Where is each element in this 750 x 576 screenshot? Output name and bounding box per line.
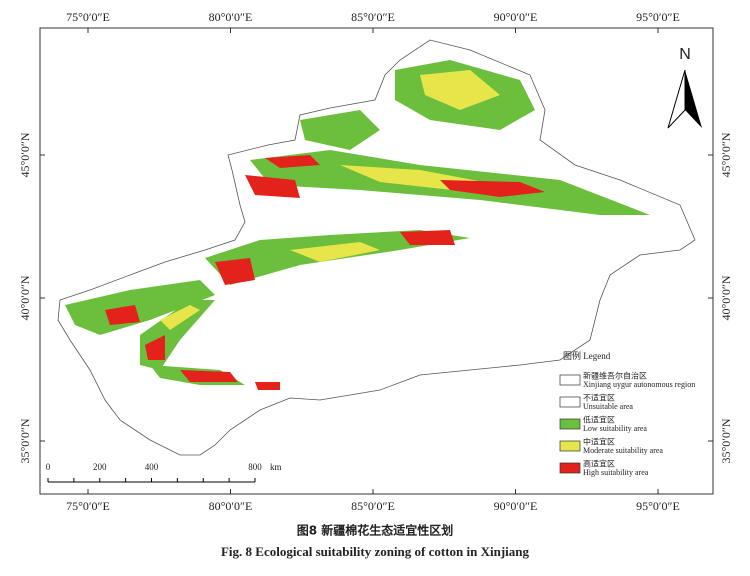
zone-area (105, 305, 140, 325)
legend-label-cn: 新疆维吾尔自治区 (583, 371, 647, 381)
lon-label-top: 95°0′0″E (636, 10, 680, 24)
lon-label-bottom: 85°0′0″E (351, 499, 395, 513)
scale-label: 800 (248, 462, 262, 472)
zone-area (65, 280, 215, 335)
scale-unit: km (270, 462, 282, 472)
lat-label-right: 35°0′0″N (719, 418, 733, 463)
zone-area (255, 382, 280, 390)
legend-label-cn: 中适宜区 (583, 437, 615, 447)
legend-swatch (559, 374, 581, 386)
scale-bar: 0 200 400 800 km (46, 462, 282, 483)
scale-label: 200 (93, 462, 107, 472)
legend-swatch (559, 440, 581, 452)
legend-label-en: Xinjiang uygur autonomous region (583, 380, 695, 389)
zone-area (420, 70, 500, 110)
lat-label-right: 45°0′0″N (719, 132, 733, 177)
zone-area (290, 242, 380, 262)
lon-label-top: 90°0′0″E (494, 10, 538, 24)
lat-label-right: 40°0′0″N (719, 275, 733, 320)
lon-label-top: 85°0′0″E (351, 10, 395, 24)
zone-area (400, 230, 455, 245)
scale-label: 0 (46, 462, 51, 472)
north-arrow-left (667, 69, 686, 129)
legend-label-cn: 高适宜区 (583, 459, 615, 469)
lon-label-bottom: 75°0′0″E (66, 499, 110, 513)
map-frame (39, 27, 714, 495)
legend-label-en: High suitability area (583, 468, 649, 477)
legend-swatch (559, 418, 581, 430)
suitability-zones (65, 60, 650, 390)
lon-label-bottom: 95°0′0″E (636, 499, 680, 513)
legend-label-cn: 不适宜区 (583, 393, 615, 403)
zone-area (300, 110, 380, 150)
lat-label-left: 45°0′0″N (18, 132, 32, 177)
north-arrow-right (685, 70, 702, 128)
legend-label-en: Unsuitable area (583, 402, 633, 411)
zone-area (440, 180, 545, 197)
zone-area (215, 258, 255, 285)
lat-label-left: 35°0′0″N (18, 418, 32, 463)
zone-area (145, 335, 165, 360)
legend-label-en: Moderate suitability area (583, 446, 663, 455)
zone-area (245, 175, 300, 198)
legend-label-cn: 低适宜区 (583, 415, 615, 425)
legend-swatch (559, 462, 581, 474)
legend-title: 图例 Legend (563, 350, 611, 361)
north-arrow: N (667, 46, 702, 129)
lon-label-bottom: 80°0′0″E (209, 499, 253, 513)
lon-label-top: 75°0′0″E (66, 10, 110, 24)
zone-area (265, 155, 320, 168)
caption-en: Fig. 8 Ecological suitability zoning of … (221, 544, 530, 559)
lat-label-left: 40°0′0″N (18, 275, 32, 320)
caption-cn: 图8 新疆棉花生态适宜性区划 (297, 523, 454, 538)
north-label: N (679, 46, 691, 63)
lon-label-bottom: 90°0′0″E (494, 499, 538, 513)
zone-area (180, 370, 238, 382)
legend-swatch (559, 396, 581, 408)
zone-area (160, 305, 200, 330)
lon-label-top: 80°0′0″E (209, 10, 253, 24)
scale-label: 400 (145, 462, 159, 472)
legend-label-en: Low suitability area (583, 424, 647, 433)
